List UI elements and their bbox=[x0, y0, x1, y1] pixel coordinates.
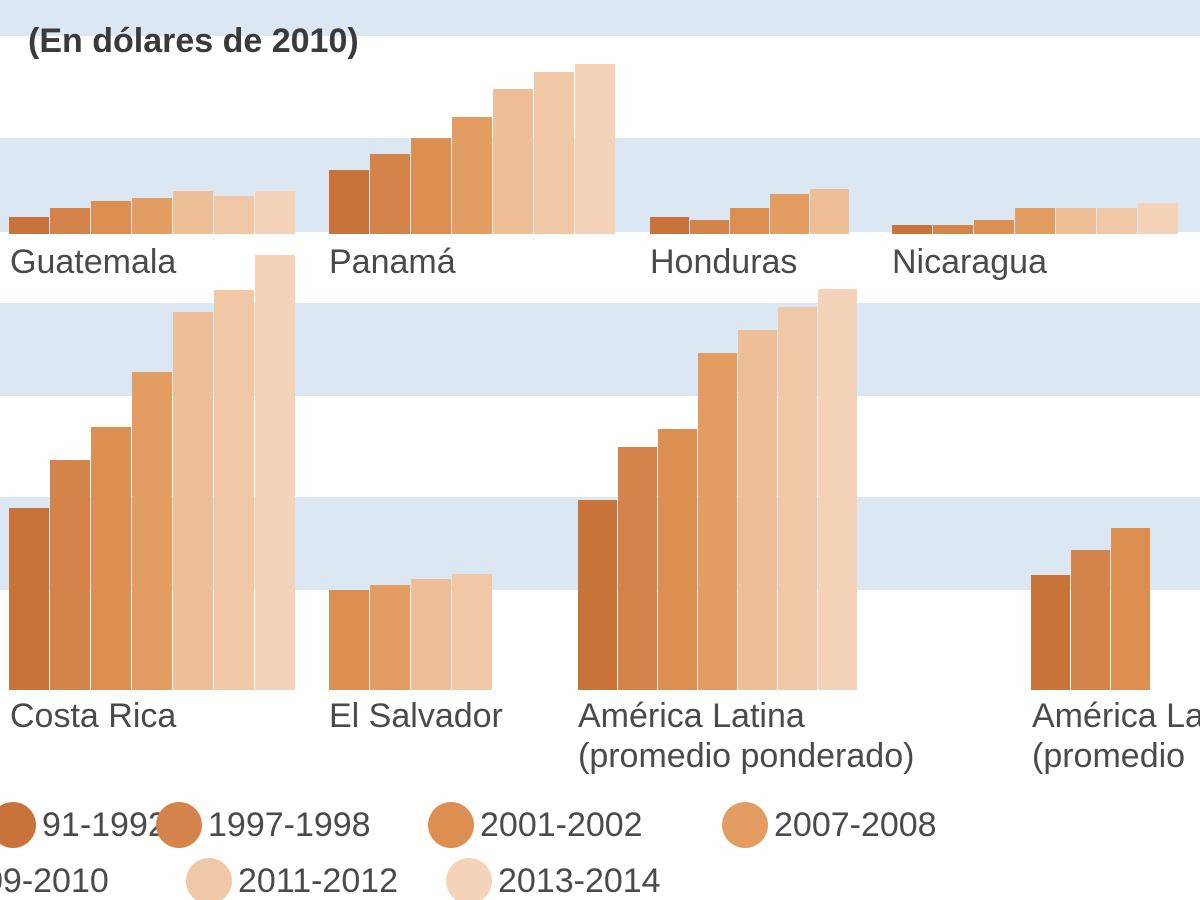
bar bbox=[370, 154, 410, 234]
bar bbox=[9, 508, 49, 690]
bar bbox=[132, 198, 172, 234]
bar bbox=[452, 574, 492, 690]
bar bbox=[329, 590, 369, 690]
bar bbox=[933, 225, 973, 234]
bar bbox=[370, 585, 410, 690]
legend-label: 1997-1998 bbox=[208, 805, 371, 844]
bar bbox=[818, 289, 857, 690]
bar bbox=[738, 330, 777, 690]
bar bbox=[255, 255, 295, 690]
bar bbox=[1015, 208, 1055, 234]
group-label-costa-rica: Costa Rica bbox=[10, 697, 177, 735]
bar bbox=[132, 372, 172, 690]
legend-label: 91-1992 bbox=[42, 805, 167, 844]
bar bbox=[1111, 528, 1150, 690]
legend-item: 2007-2008 bbox=[722, 802, 937, 848]
group-label-panama: Panamá bbox=[329, 243, 456, 281]
legend-item: 1997-1998 bbox=[156, 802, 371, 848]
bar bbox=[411, 579, 451, 690]
bar bbox=[778, 307, 817, 690]
bar bbox=[452, 117, 492, 234]
bar bbox=[329, 170, 369, 234]
legend-swatch bbox=[186, 858, 232, 900]
bar bbox=[690, 220, 729, 234]
bar bbox=[770, 194, 809, 234]
bar bbox=[575, 64, 615, 234]
bar bbox=[255, 191, 295, 234]
group-label-america-latina: América Latina (promedio ponderado) bbox=[578, 697, 915, 775]
legend-item: 2001-2002 bbox=[428, 802, 643, 848]
bar bbox=[974, 220, 1014, 234]
group-label-nicaragua: Nicaragua bbox=[892, 243, 1047, 281]
bar bbox=[1056, 208, 1096, 234]
bar bbox=[50, 208, 90, 234]
bar bbox=[618, 447, 657, 690]
chart-title: (En dólares de 2010) bbox=[28, 22, 359, 60]
bar bbox=[214, 196, 254, 234]
legend-item: 2011-2012 bbox=[186, 858, 398, 900]
group-label-guatemala: Guatemala bbox=[10, 243, 177, 281]
bar bbox=[91, 201, 131, 234]
bar bbox=[578, 500, 617, 690]
legend-swatch bbox=[722, 802, 768, 848]
legend-label: 2011-2012 bbox=[238, 861, 399, 900]
bar bbox=[730, 208, 769, 234]
bar bbox=[534, 72, 574, 234]
bar bbox=[411, 138, 451, 234]
bar bbox=[1138, 203, 1178, 234]
bar bbox=[658, 429, 697, 690]
legend-swatch bbox=[446, 858, 492, 900]
bar bbox=[9, 217, 49, 234]
bar bbox=[892, 225, 932, 234]
legend-swatch bbox=[0, 802, 36, 848]
legend-label: 2001-2002 bbox=[480, 805, 643, 844]
legend-label: 2013-2014 bbox=[498, 861, 661, 900]
legend-item: 2013-2014 bbox=[446, 858, 661, 900]
legend-swatch bbox=[156, 802, 202, 848]
group-label-honduras: Honduras bbox=[650, 243, 798, 281]
bar bbox=[698, 353, 737, 690]
bar bbox=[173, 312, 213, 690]
bar bbox=[50, 460, 90, 690]
legend-label: 09-2010 bbox=[0, 861, 109, 900]
legend-label: 2007-2008 bbox=[774, 805, 937, 844]
legend-item: 91-1992 bbox=[0, 802, 167, 848]
bar bbox=[214, 290, 254, 690]
bar bbox=[173, 191, 213, 234]
bar bbox=[493, 89, 533, 234]
group-label-el-salvador: El Salvador bbox=[329, 697, 503, 735]
grid-band bbox=[0, 0, 1200, 36]
bar bbox=[650, 217, 689, 234]
bar bbox=[1071, 550, 1110, 690]
legend-item: 09-2010 bbox=[0, 858, 109, 900]
group-label-america-latina-2: América Latina (promedio bbox=[1032, 697, 1200, 775]
bar bbox=[810, 189, 849, 234]
legend-swatch bbox=[428, 802, 474, 848]
bar bbox=[1031, 575, 1070, 690]
bar bbox=[1097, 208, 1137, 234]
bar bbox=[91, 427, 131, 690]
